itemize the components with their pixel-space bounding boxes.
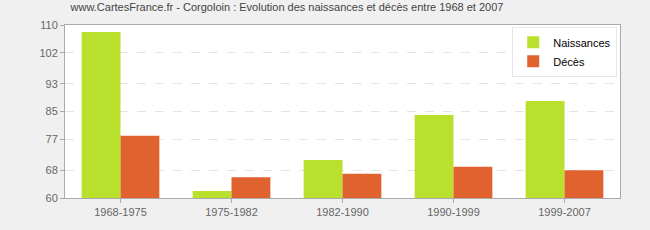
svg-text:85: 85 [46, 105, 58, 117]
svg-text:www.CartesFrance.fr - Corgoloi: www.CartesFrance.fr - Corgoloin : Evolut… [70, 1, 504, 13]
svg-text:Décès: Décès [553, 56, 585, 68]
svg-text:60: 60 [46, 192, 58, 204]
svg-text:1982-1990: 1982-1990 [316, 206, 369, 218]
svg-text:1990-1999: 1990-1999 [427, 206, 480, 218]
svg-text:1968-1975: 1968-1975 [94, 206, 147, 218]
svg-text:93: 93 [46, 78, 58, 90]
svg-text:102: 102 [39, 47, 57, 59]
svg-text:77: 77 [46, 133, 58, 145]
svg-text:Naissances: Naissances [553, 37, 610, 49]
svg-text:1975-1982: 1975-1982 [205, 206, 258, 218]
svg-text:110: 110 [40, 19, 58, 31]
svg-text:1999-2007: 1999-2007 [538, 206, 591, 218]
svg-text:68: 68 [46, 164, 58, 176]
